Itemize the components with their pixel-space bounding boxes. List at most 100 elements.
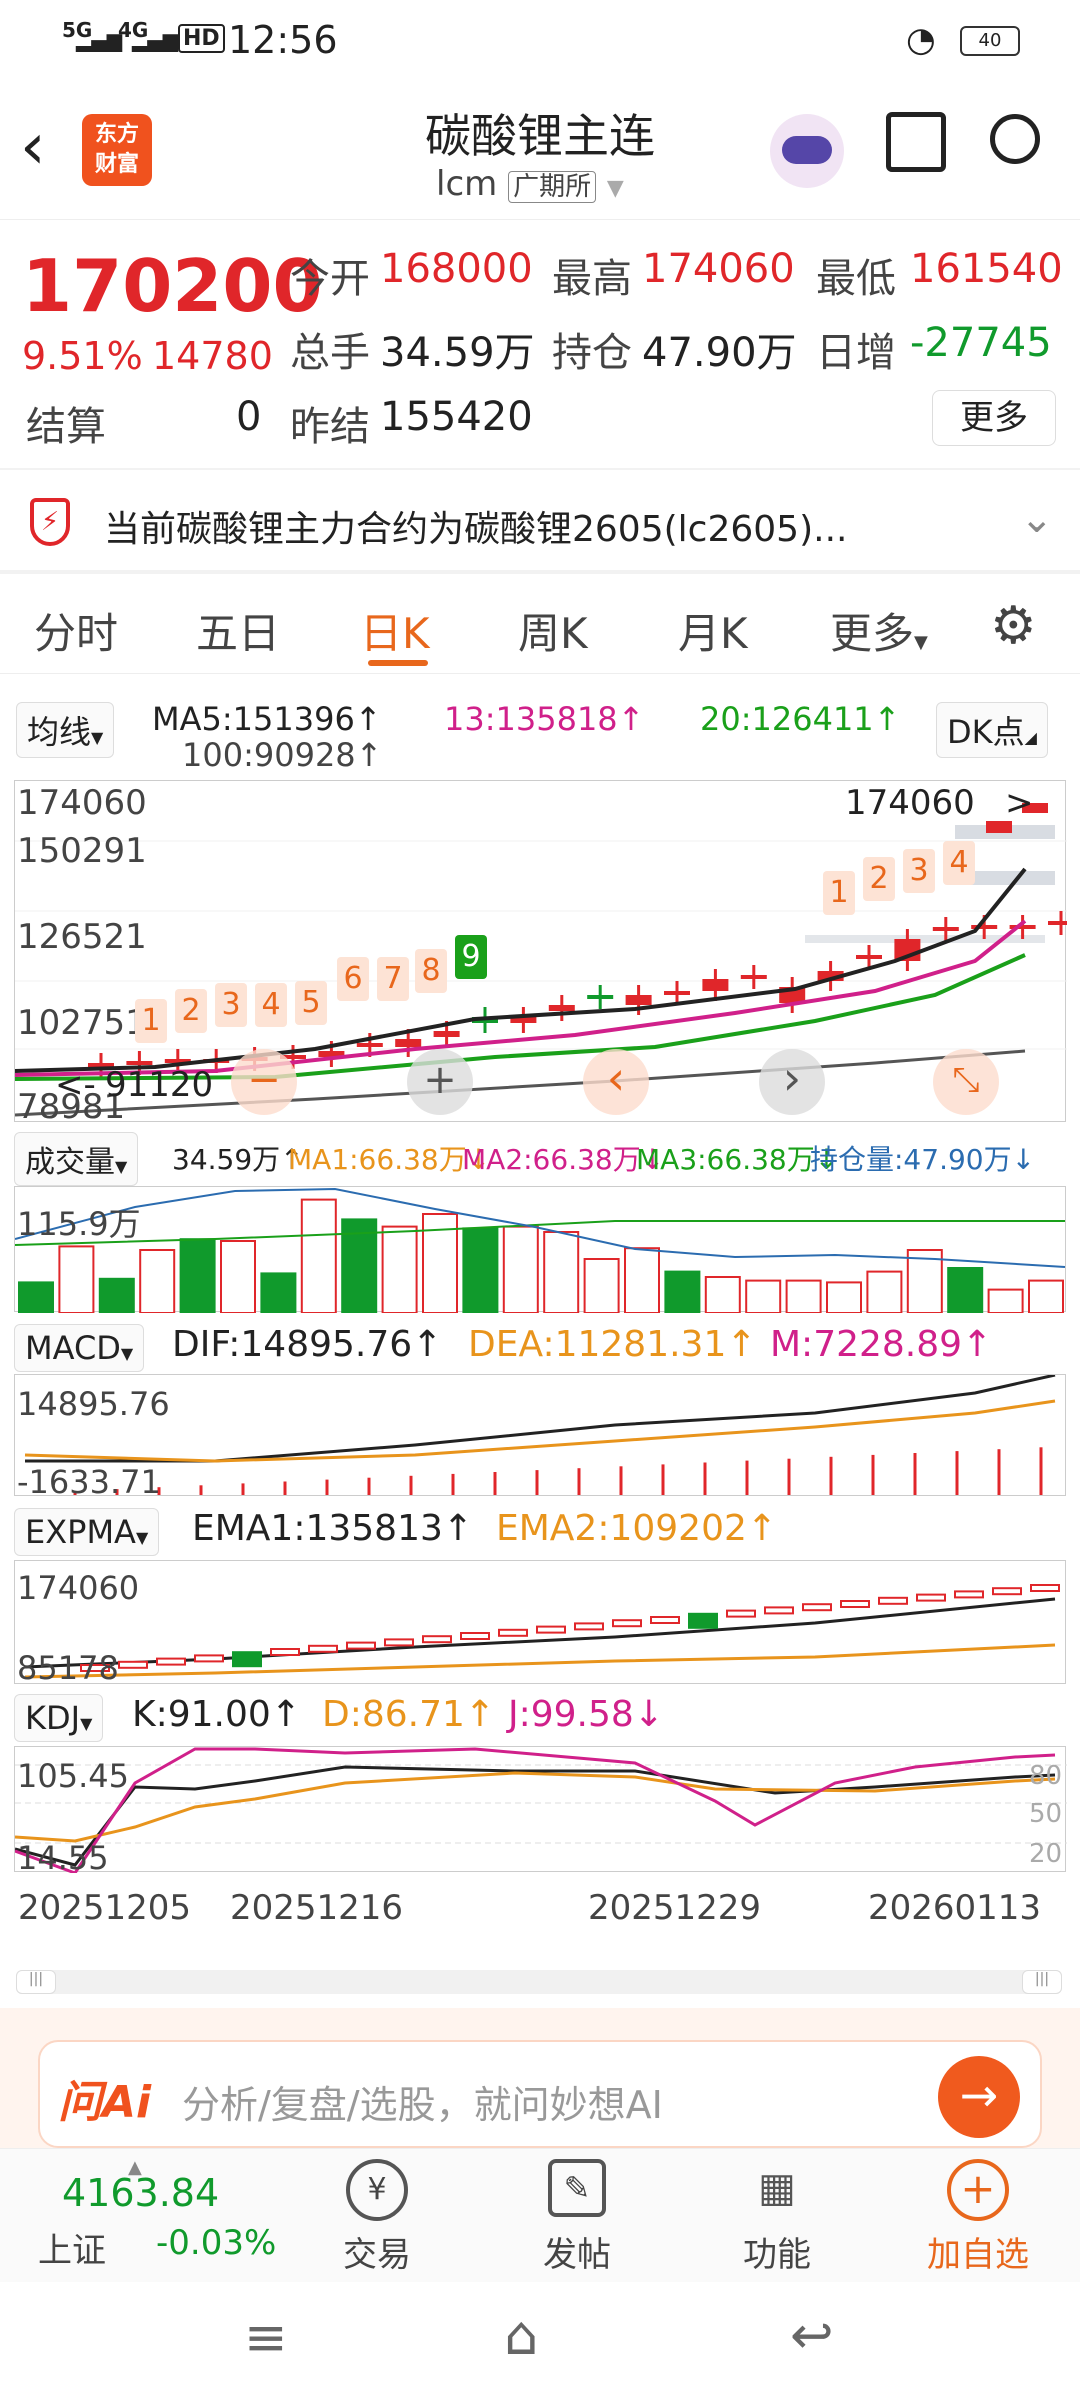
- candle-body: [433, 1031, 460, 1037]
- signal-icon: ▂▄▆: [76, 28, 123, 52]
- scroll-handle-right[interactable]: |||: [1022, 1970, 1062, 1994]
- zoom-out-button[interactable]: −: [231, 1049, 297, 1115]
- volume-bar: [139, 1249, 176, 1313]
- chevron-down-icon[interactable]: ⌄: [1020, 496, 1054, 542]
- high-value: 174060: [642, 246, 795, 292]
- arrow-right-icon[interactable]: →: [938, 2056, 1020, 2138]
- oi-label: 持仓: [552, 330, 632, 376]
- expma-y-bot: 85178: [17, 1649, 119, 1687]
- home-icon[interactable]: ⌂: [504, 2304, 539, 2367]
- expma-candle: [612, 1619, 642, 1628]
- expma-candle: [992, 1587, 1022, 1596]
- expma-candle: [498, 1628, 528, 1637]
- volume-bar: [179, 1238, 216, 1313]
- divider: [0, 570, 1080, 574]
- notice-bar[interactable]: ⚡ 当前碳酸锂主力合约为碳酸锂2605(lc2605)... ⌄: [0, 476, 1080, 570]
- kline-y-label-3: 126521: [17, 917, 147, 957]
- ma-selector[interactable]: 均线▼: [16, 702, 115, 758]
- logo-line-2: 财富: [94, 152, 139, 177]
- volume-bar: [785, 1279, 822, 1313]
- tab-intraday[interactable]: 分时: [34, 609, 119, 658]
- scroll-handle-left[interactable]: |||: [16, 1970, 56, 1994]
- nav-trade[interactable]: ¥ 交易: [322, 2159, 432, 2276]
- ma13-value: 13:135818↑: [444, 700, 645, 738]
- sequence-chip: 3: [903, 849, 935, 893]
- clock: 12:56: [228, 18, 338, 62]
- volume-bar: [220, 1240, 256, 1313]
- search-icon[interactable]: [990, 114, 1040, 164]
- tab-five-day[interactable]: 五日: [196, 609, 281, 658]
- nav-functions[interactable]: ▦ 功能: [722, 2159, 832, 2276]
- sequence-chip: 2: [175, 989, 207, 1033]
- sequence-chip: 4: [943, 841, 975, 885]
- back-nav-icon[interactable]: ↩: [790, 2306, 834, 2366]
- expand-icon[interactable]: ⤡: [933, 1049, 999, 1115]
- assistant-avatar[interactable]: [770, 114, 844, 188]
- macd-y-bot: -1633.71: [17, 1463, 161, 1501]
- macd-legend: MACD▼ DIF:14895.76↑ DEA:11281.31↑ M:7228…: [0, 1318, 1080, 1374]
- volume-panel[interactable]: 115.9万: [14, 1186, 1066, 1313]
- expma-panel[interactable]: 174060 85178: [14, 1560, 1066, 1687]
- macd-panel[interactable]: 14895.76 -1633.71: [14, 1374, 1066, 1501]
- contract-code: lcm: [436, 164, 498, 204]
- scroll-right-button[interactable]: ›: [759, 1049, 825, 1115]
- kdj-selector[interactable]: KDJ▼: [14, 1694, 104, 1742]
- tab-monthly-k[interactable]: 月K: [678, 609, 748, 658]
- kdj-y-top: 105.45: [17, 1757, 129, 1795]
- expma-selector[interactable]: EXPMA▼: [14, 1508, 160, 1556]
- candle-body: [1022, 803, 1048, 813]
- tab-daily-k[interactable]: 日K: [360, 609, 430, 658]
- volume-selector-label: 成交量: [25, 1145, 115, 1180]
- date-label-3: 20251229: [588, 1888, 762, 1928]
- plus-circle-icon: +: [947, 2159, 1009, 2221]
- ai-search-bar[interactable]: 问Ai 分析/复盘/选股，就问妙想AI →: [38, 2040, 1042, 2148]
- volume-value: 34.59万↑: [172, 1143, 304, 1176]
- candle-body: [510, 1017, 537, 1023]
- menu-icon[interactable]: ≡: [244, 2308, 288, 2368]
- expma-candle: [346, 1641, 376, 1650]
- share-icon[interactable]: [886, 112, 946, 172]
- macd-m: M:7228.89↑: [770, 1324, 993, 1365]
- volume-bar: [826, 1281, 862, 1313]
- kdj-selector-label: KDJ: [25, 1699, 81, 1737]
- low-label: 最低: [816, 256, 896, 302]
- candle-body: [856, 955, 882, 959]
- kline-panel[interactable]: 174060 150291 126521 102751 78981 174060…: [14, 780, 1067, 1127]
- range-scrollbar[interactable]: ||| |||: [16, 1970, 1062, 1994]
- kdj-panel[interactable]: 105.45 14.55 80 50 20: [14, 1746, 1067, 1877]
- expma-candle: [688, 1612, 718, 1629]
- macd-selector[interactable]: MACD▼: [14, 1324, 145, 1372]
- volume-bar: [58, 1245, 95, 1313]
- kdj-level-20: 20: [1029, 1839, 1063, 1869]
- prev-settle-value: 155420: [380, 394, 533, 440]
- more-button[interactable]: 更多: [932, 390, 1056, 446]
- ma100-value: 100:90928↑: [182, 736, 383, 774]
- tab-more[interactable]: 更多▼: [830, 600, 928, 661]
- volume-selector[interactable]: 成交量▼: [14, 1132, 139, 1186]
- contract-selector[interactable]: lcm 广期所 ▼: [436, 164, 624, 204]
- expma-candle: [536, 1625, 566, 1634]
- kline-y-label-1: 174060: [17, 783, 147, 823]
- prev-settle-label: 昨结: [290, 404, 370, 450]
- tab-more-label: 更多: [830, 609, 915, 658]
- candle-body: [1009, 925, 1036, 929]
- dk-point-button[interactable]: DK点◢: [936, 702, 1048, 758]
- scroll-left-button[interactable]: ‹: [583, 1049, 649, 1115]
- sequence-chip: 1: [135, 999, 167, 1043]
- volume-bar: [745, 1279, 782, 1313]
- nav-post[interactable]: ✎ 发帖: [522, 2159, 632, 2276]
- tab-weekly-k[interactable]: 周K: [518, 609, 588, 658]
- gear-icon[interactable]: ⚙: [990, 596, 1037, 656]
- nav-trade-label: 交易: [343, 2235, 411, 2275]
- bottom-nav: ▲ 4163.84 上证 -0.03% ¥ 交易 ✎ 发帖 ▦ 功能 + 加自选: [0, 2148, 1080, 2282]
- kline-y-label-5: 78981: [17, 1087, 126, 1127]
- header: ‹ 东方 财富 碳酸锂主连 lcm 广期所 ▼: [0, 80, 1080, 220]
- back-icon[interactable]: ‹: [20, 110, 46, 184]
- zoom-in-button[interactable]: +: [407, 1049, 473, 1115]
- candle-body: [587, 995, 614, 999]
- nav-add-favorite[interactable]: + 加自选: [908, 2159, 1048, 2276]
- expma-legend: EXPMA▼ EMA1:135813↑ EMA2:109202↑: [0, 1502, 1080, 1558]
- ma-legend: 均线▼ MA5:151396↑ 13:135818↑ 20:126411↑ 10…: [0, 690, 1080, 780]
- sequence-chip: 4: [255, 983, 287, 1027]
- index-ticker[interactable]: ▲ 4163.84 上证 -0.03%: [38, 2157, 298, 2271]
